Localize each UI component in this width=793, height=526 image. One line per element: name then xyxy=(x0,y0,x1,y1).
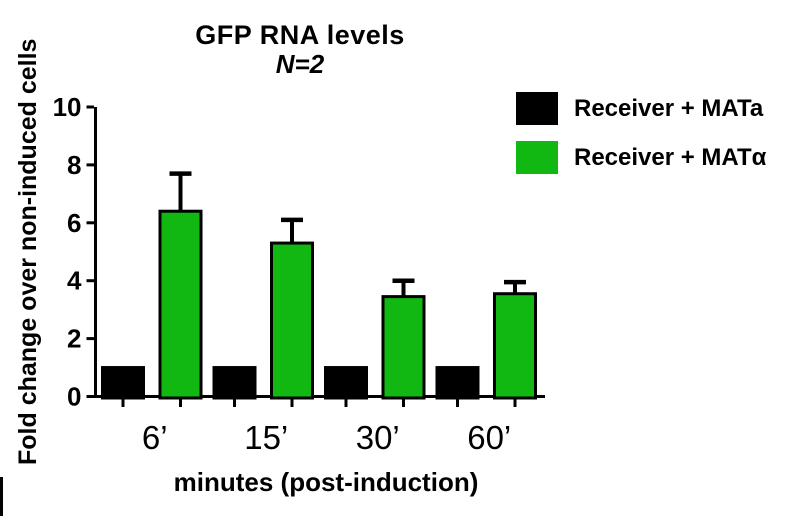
y-axis-tick-label: 6 xyxy=(67,208,81,238)
chart-title: GFP RNA levels xyxy=(195,20,405,50)
bar-green xyxy=(493,292,537,400)
legend-row: Receiver + MATα xyxy=(516,141,766,174)
legend-row: Receiver + MATa xyxy=(516,92,766,125)
x-axis-category-label: 15’ xyxy=(244,419,288,456)
x-axis-title: minutes (post-induction) xyxy=(173,467,479,497)
x-axis-category-label: 60’ xyxy=(467,419,511,456)
y-axis-tick-label: 8 xyxy=(67,150,81,180)
y-axis-tick-label: 0 xyxy=(67,382,81,412)
y-axis-tick-label: 4 xyxy=(67,266,82,296)
x-axis-category-label: 6’ xyxy=(142,419,168,456)
bar-green xyxy=(158,209,203,400)
legend-swatch-black xyxy=(516,92,558,125)
legend-swatch-green xyxy=(516,141,558,174)
legend-label: Receiver + MATα xyxy=(574,143,767,171)
y-axis-tick-label: 2 xyxy=(67,324,81,354)
bar-black xyxy=(324,366,368,400)
legend-label: Receiver + MATa xyxy=(574,94,764,122)
bar-black xyxy=(435,366,480,400)
bar-green xyxy=(381,295,426,400)
y-axis-tick-label: 10 xyxy=(53,92,82,122)
bar-black xyxy=(212,366,257,400)
bar-green xyxy=(270,241,314,400)
chart-legend: Receiver + MATa Receiver + MATα xyxy=(516,92,766,190)
chart-subtitle: N=2 xyxy=(275,49,325,79)
bar-black xyxy=(101,366,145,400)
left-edge-artifact-line xyxy=(0,477,3,516)
x-axis-category-label: 30’ xyxy=(356,419,400,456)
